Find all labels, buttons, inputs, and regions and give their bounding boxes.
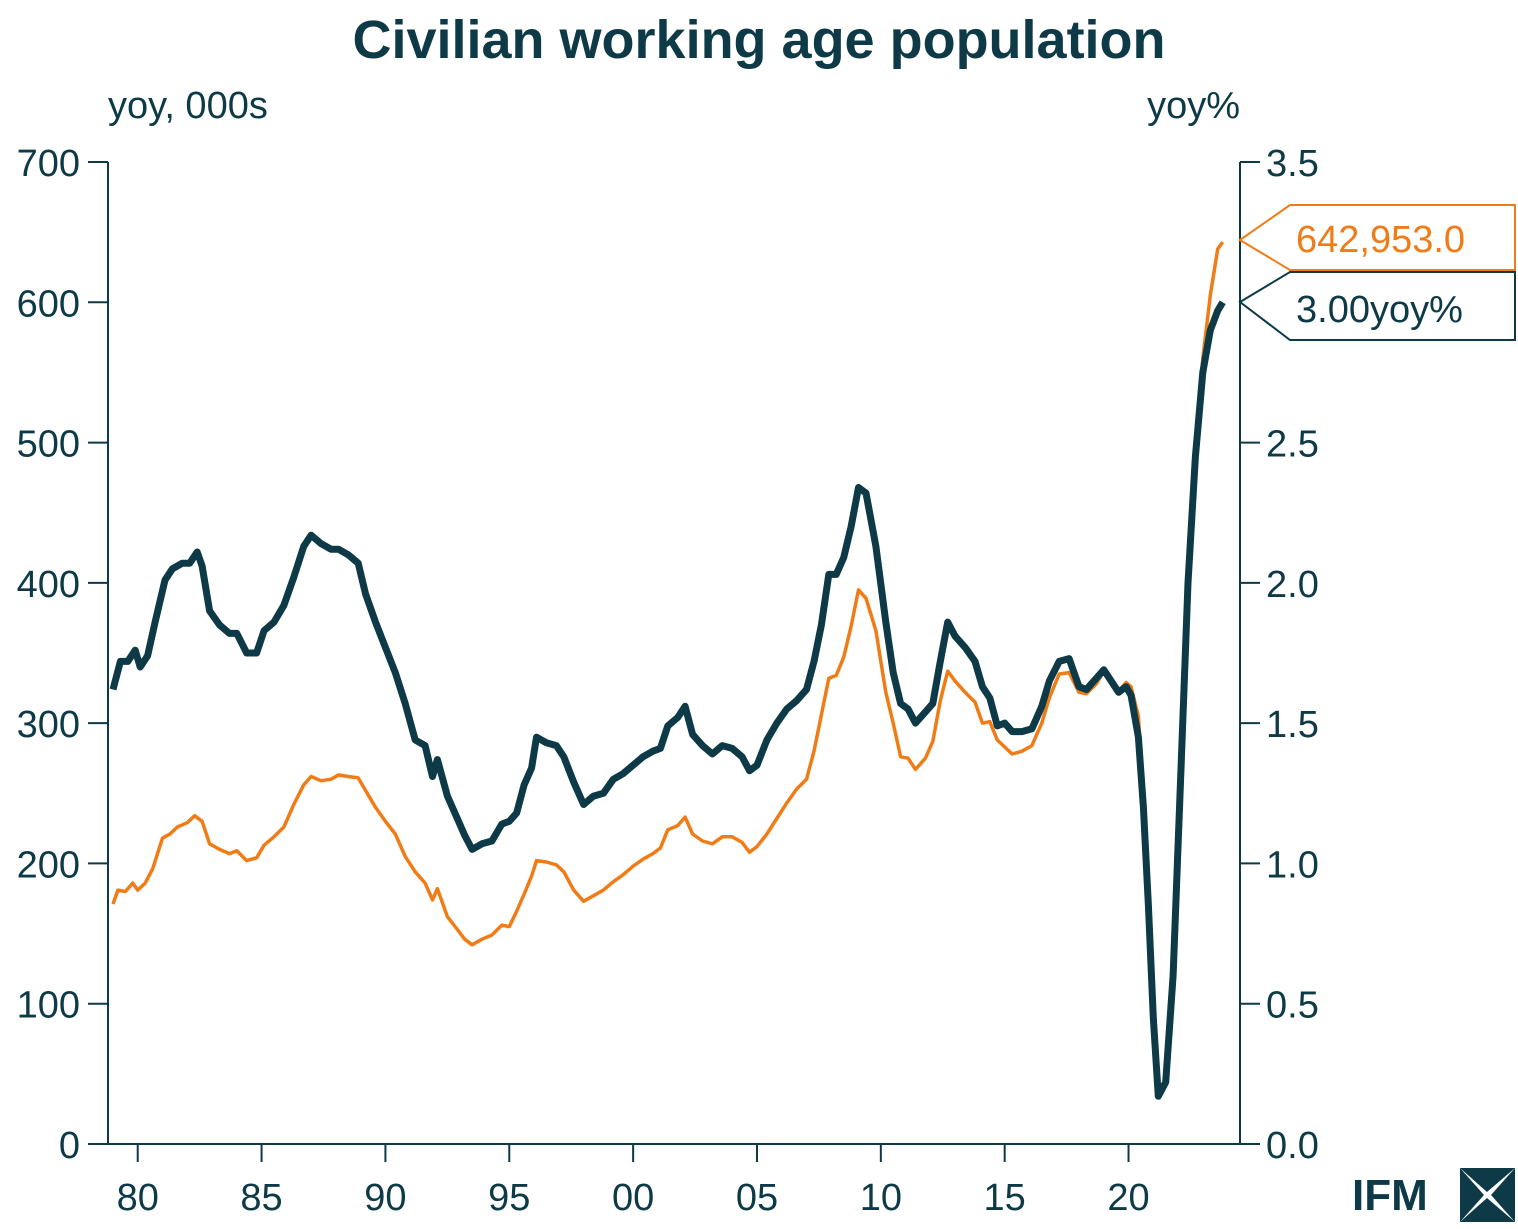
left-tick-label: 200 [17,844,80,886]
left-tick-label: 300 [17,704,80,746]
x-tick-label: 05 [736,1177,778,1219]
x-tick-label: 90 [364,1177,406,1219]
chart-title: Civilian working age population [352,10,1165,70]
x-tick-label: 15 [984,1177,1026,1219]
x-tick-label: 20 [1107,1177,1149,1219]
callout-orange-value: 642,953.0 [1296,219,1465,261]
callout-teal: 3.00yoy% [1238,271,1516,341]
series-line-yoy-000s [111,240,1225,1090]
left-tick-label: 700 [17,143,80,185]
x-tick-label: 95 [488,1177,530,1219]
right-tick-label: 3.5 [1266,143,1319,185]
left-tick-label: 0 [59,1125,80,1167]
right-tick-label: 2.0 [1266,564,1319,606]
x-tick-label: 10 [860,1177,902,1219]
right-tick-label: 2.5 [1266,424,1319,466]
callout-orange: 642,953.0 [1238,204,1516,271]
left-tick-label: 600 [17,283,80,325]
left-tick-label: 100 [17,985,80,1027]
x-tick-label: 85 [240,1177,282,1219]
logo-text: IFM [1352,1171,1428,1220]
series-line-yoy-pct [109,300,1226,1100]
right-tick-label: 1.5 [1266,704,1319,746]
x-ticks: 80 85 90 95 00 05 10 15 20 [117,1144,1150,1219]
right-tick-label: 1.0 [1266,844,1319,886]
left-ticks: 0 100 200 300 400 500 600 700 [17,143,108,1167]
right-tick-label: 0.0 [1266,1125,1319,1167]
x-tick-label: 80 [117,1177,159,1219]
left-tick-label: 400 [17,564,80,606]
left-axis-label: yoy, 000s [108,85,268,127]
right-tick-label: 0.5 [1266,985,1319,1027]
callout-teal-value: 3.00yoy% [1296,289,1463,331]
x-tick-label: 00 [612,1177,654,1219]
left-tick-label: 500 [17,424,80,466]
right-axis-label: yoy% [1147,85,1240,127]
ifm-logo-icon [1460,1168,1515,1222]
